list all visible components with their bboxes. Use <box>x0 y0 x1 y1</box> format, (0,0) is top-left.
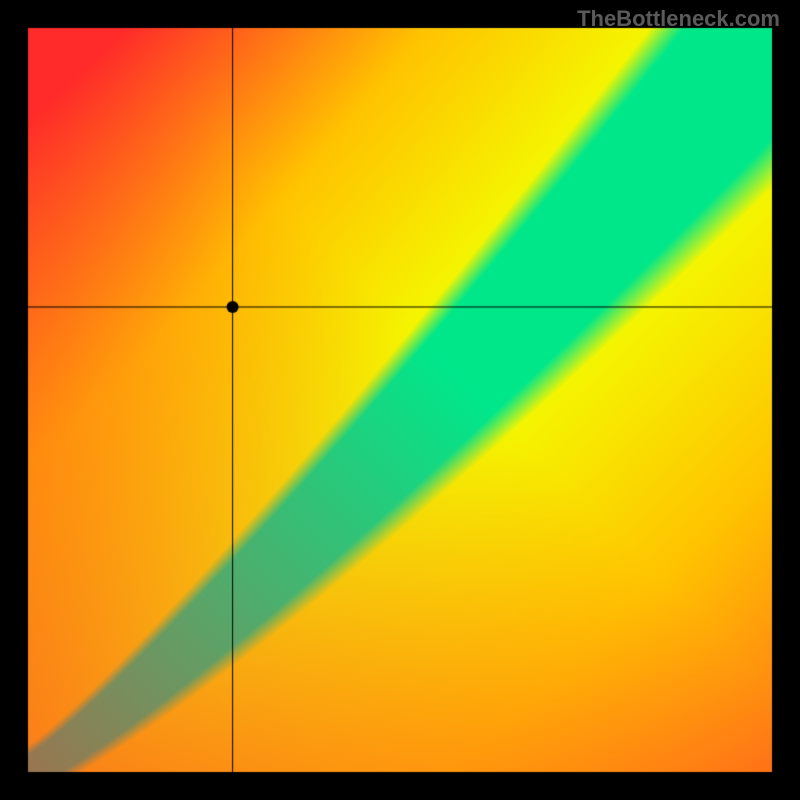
chart-container: TheBottleneck.com <box>0 0 800 800</box>
bottleneck-heatmap <box>0 0 800 800</box>
watermark-text: TheBottleneck.com <box>577 6 780 32</box>
